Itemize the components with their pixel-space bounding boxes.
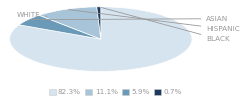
Text: ASIAN: ASIAN (31, 16, 229, 22)
Text: BLACK: BLACK (102, 8, 230, 42)
Wedge shape (97, 7, 101, 39)
Legend: 82.3%, 11.1%, 5.9%, 0.7%: 82.3%, 11.1%, 5.9%, 0.7% (46, 86, 185, 98)
Text: HISPANIC: HISPANIC (69, 10, 240, 32)
Wedge shape (10, 7, 192, 71)
Text: WHITE: WHITE (17, 12, 47, 18)
Wedge shape (39, 7, 101, 39)
Wedge shape (19, 15, 101, 39)
